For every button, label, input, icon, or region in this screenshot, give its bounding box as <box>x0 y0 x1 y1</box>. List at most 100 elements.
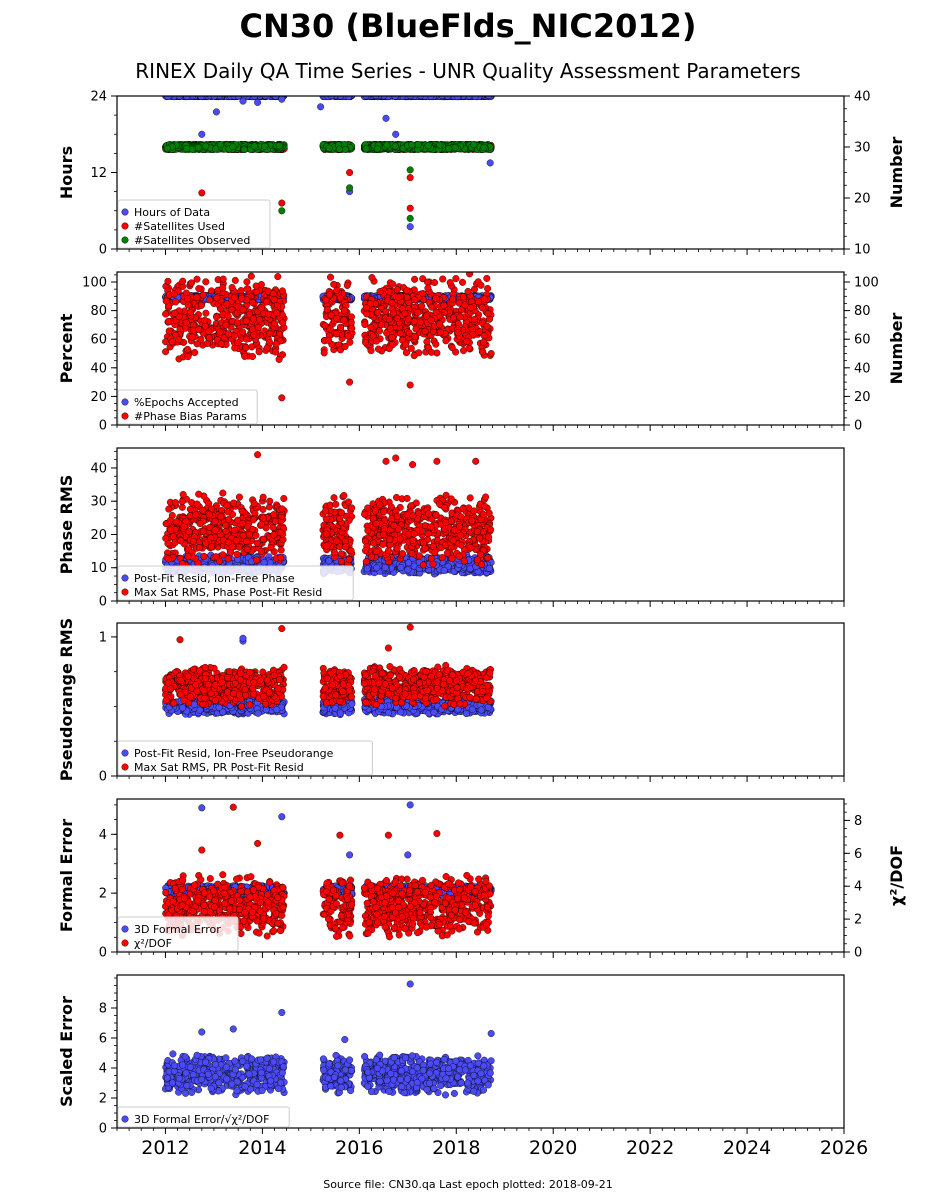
point <box>191 349 199 357</box>
point <box>391 142 399 150</box>
point <box>362 96 370 100</box>
point <box>164 277 172 285</box>
point <box>225 330 233 338</box>
point <box>451 144 459 152</box>
point <box>243 335 251 343</box>
y2-tick-label: 40 <box>854 90 871 105</box>
point <box>406 174 414 182</box>
point <box>163 144 171 152</box>
point <box>261 96 269 100</box>
point <box>164 317 172 325</box>
point <box>184 301 192 309</box>
figure-title: CN30 (BlueFlds_NIC2012) <box>239 7 696 45</box>
point <box>278 96 286 103</box>
point <box>279 319 287 327</box>
point <box>486 159 494 167</box>
point <box>188 145 196 153</box>
point <box>242 317 250 325</box>
point <box>231 294 239 302</box>
legend-label: #Satellites Observed <box>134 234 250 247</box>
point <box>272 340 280 348</box>
point <box>234 339 242 347</box>
point <box>333 315 341 323</box>
point <box>465 96 473 100</box>
point <box>234 319 242 327</box>
point <box>266 339 274 347</box>
point <box>197 301 205 309</box>
point <box>170 290 178 298</box>
point <box>195 285 203 293</box>
point <box>231 276 239 284</box>
point <box>328 96 335 100</box>
y2-tick-label: 30 <box>854 141 871 156</box>
point <box>408 141 416 149</box>
point <box>255 348 263 356</box>
point <box>250 142 258 150</box>
point <box>346 168 354 176</box>
point <box>201 316 209 324</box>
point <box>239 328 247 336</box>
point <box>199 291 207 299</box>
point <box>187 279 195 287</box>
point <box>343 281 351 289</box>
point <box>480 143 488 151</box>
point <box>261 142 269 150</box>
y2-axis-label: Number <box>887 137 906 209</box>
point <box>424 142 432 150</box>
point <box>184 345 192 353</box>
point <box>477 281 485 289</box>
y-tick-label: 24 <box>90 90 107 105</box>
point <box>326 325 334 333</box>
legend-marker <box>121 222 129 230</box>
point <box>241 352 249 360</box>
point <box>216 328 224 336</box>
point <box>249 315 257 323</box>
point <box>330 280 338 288</box>
point <box>175 336 183 344</box>
point <box>337 96 344 100</box>
point <box>406 223 414 231</box>
point <box>436 141 444 149</box>
point <box>322 296 330 304</box>
point <box>372 96 380 100</box>
point <box>325 144 333 152</box>
point <box>325 336 333 344</box>
point <box>250 331 258 339</box>
point <box>212 108 220 116</box>
point <box>243 285 251 293</box>
point <box>248 353 256 361</box>
point <box>175 96 183 100</box>
point <box>407 96 415 100</box>
legend-label: Hours of Data <box>134 206 210 219</box>
point <box>275 355 283 363</box>
point <box>340 307 348 315</box>
point <box>440 302 448 310</box>
y-tick-label: 0 <box>99 243 107 258</box>
point <box>183 144 191 152</box>
y2-tick-label: 20 <box>854 192 871 207</box>
point <box>217 340 225 348</box>
point <box>239 97 247 105</box>
panel-2: 020406080100020406080100NumberPercent%Ep… <box>57 271 906 434</box>
point <box>320 349 328 357</box>
point <box>162 310 170 318</box>
point <box>278 207 286 215</box>
point <box>439 275 447 283</box>
point <box>269 290 277 298</box>
point <box>254 323 262 331</box>
point <box>238 294 246 302</box>
point <box>266 330 274 338</box>
point <box>445 145 453 153</box>
point <box>317 103 325 111</box>
point <box>194 144 202 152</box>
legend: Hours of Data#Satellites Used#Satellites… <box>117 199 271 249</box>
point <box>341 145 349 153</box>
point <box>271 319 279 327</box>
point <box>464 287 472 295</box>
point <box>219 275 227 283</box>
point <box>229 143 237 151</box>
point <box>274 273 282 281</box>
point <box>414 141 422 149</box>
